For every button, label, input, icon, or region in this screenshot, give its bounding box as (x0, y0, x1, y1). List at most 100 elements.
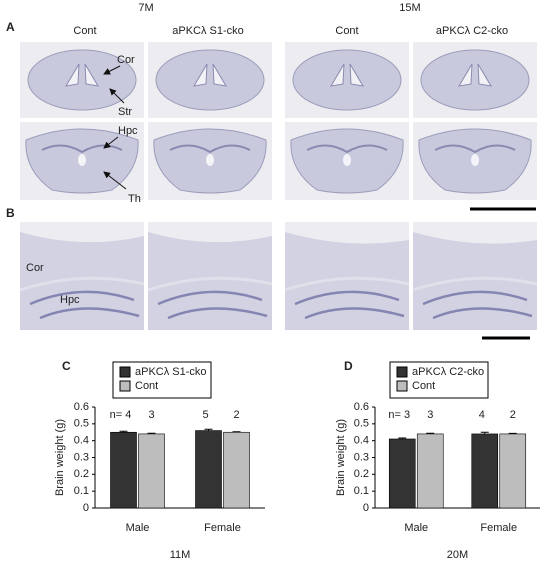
column-label: aPKCλ S1-cko (172, 25, 244, 37)
legend-label: aPKCλ S1-cko (135, 366, 207, 378)
n-label: n= 4 (110, 409, 132, 421)
n-label: 2 (510, 409, 516, 421)
ventricle (330, 63, 364, 87)
y-tick-label: 0.1 (74, 485, 89, 497)
white-matter (147, 276, 273, 292)
y-tick-label: 0.6 (74, 401, 89, 413)
y-axis-label: Brain weight (g) (54, 419, 66, 496)
y-tick-label: 0.3 (354, 451, 369, 463)
hippocampus (306, 144, 388, 154)
y-tick-label: 0.1 (354, 485, 369, 497)
ventricle (458, 63, 492, 87)
error-bar (147, 432, 156, 434)
y-tick-label: 0.4 (354, 435, 369, 447)
hippocampus (294, 290, 405, 320)
brain-section (155, 49, 265, 111)
x-tick-label: Female (204, 522, 241, 534)
x-tick-label: Male (404, 522, 428, 534)
cortex (285, 222, 409, 244)
n-label: 2 (233, 409, 239, 421)
error-bar (508, 432, 517, 434)
panel-label: D (344, 359, 353, 373)
ventricle (78, 154, 86, 166)
hippocampus (157, 290, 268, 320)
ventricle (471, 154, 479, 166)
n-label: 5 (202, 409, 208, 421)
annotation: Cor (26, 262, 44, 274)
x-tick-label: Female (480, 522, 517, 534)
histology-images (19, 42, 538, 330)
y-tick-label: 0.5 (74, 418, 89, 430)
x-tick-label: Male (126, 522, 150, 534)
arrow (103, 171, 127, 190)
bar (471, 433, 499, 509)
panel-label: B (6, 206, 15, 220)
cortex (148, 222, 272, 243)
bar (195, 430, 222, 509)
ventricle (65, 63, 99, 87)
legend-swatch (119, 366, 131, 378)
legend-label: Cont (412, 380, 435, 392)
white-matter (19, 276, 145, 292)
legend-swatch (396, 366, 408, 378)
bar (110, 431, 137, 509)
n-label: 4 (479, 409, 485, 421)
error-bar (119, 430, 128, 433)
bar (499, 433, 527, 509)
white-matter (412, 276, 538, 292)
legend-swatch (396, 380, 408, 392)
ventricle (206, 154, 214, 166)
annotation: Hpc (60, 294, 80, 306)
error-bar (398, 437, 407, 439)
bar (416, 433, 444, 509)
y-tick-label: 0.4 (74, 435, 89, 447)
hippocampus (29, 290, 140, 320)
panel-label: C (62, 359, 71, 373)
group-label: 7M (138, 2, 153, 14)
bar (223, 431, 250, 509)
arrow (109, 88, 125, 104)
legend-label: aPKCλ C2-cko (412, 366, 484, 378)
bar (388, 438, 416, 509)
hippocampus (434, 144, 516, 154)
annotation: Cor (117, 54, 135, 66)
y-tick-label: 0 (363, 502, 369, 514)
white-matter (284, 276, 410, 292)
y-tick-label: 0.3 (74, 451, 89, 463)
bar (138, 433, 165, 509)
brain-section (27, 49, 137, 111)
cortex (413, 222, 537, 244)
error-bar (204, 428, 213, 431)
ventricle (193, 63, 227, 87)
y-tick-label: 0.2 (354, 468, 369, 480)
n-label: n= 3 (388, 409, 410, 421)
y-tick-label: 0.2 (74, 468, 89, 480)
brain-section (420, 49, 530, 111)
annotation: Str (118, 106, 132, 118)
chart-title: 11M (170, 549, 191, 561)
hippocampus (169, 144, 251, 154)
cortex (20, 222, 144, 243)
hippocampus (422, 290, 533, 320)
y-tick-label: 0.5 (354, 418, 369, 430)
y-axis-label: Brain weight (g) (335, 419, 347, 496)
n-label: 3 (148, 409, 154, 421)
legend-label: Cont (135, 380, 158, 392)
arrow (103, 65, 121, 75)
error-bar (426, 432, 435, 434)
chart-title: 20M (447, 549, 468, 561)
column-label: aPKCλ C2-cko (436, 25, 508, 37)
ventricle (343, 154, 351, 166)
y-tick-label: 0 (83, 502, 89, 514)
column-label: Cont (73, 25, 96, 37)
y-tick-label: 0.6 (354, 401, 369, 413)
error-bar (232, 431, 241, 433)
legend-swatch (119, 380, 131, 392)
group-label: 15M (399, 2, 420, 14)
n-label: 3 (427, 409, 433, 421)
annotation: Th (128, 193, 141, 205)
column-label: Cont (335, 25, 358, 37)
panel-label: A (6, 20, 15, 34)
brain-section (292, 49, 402, 111)
